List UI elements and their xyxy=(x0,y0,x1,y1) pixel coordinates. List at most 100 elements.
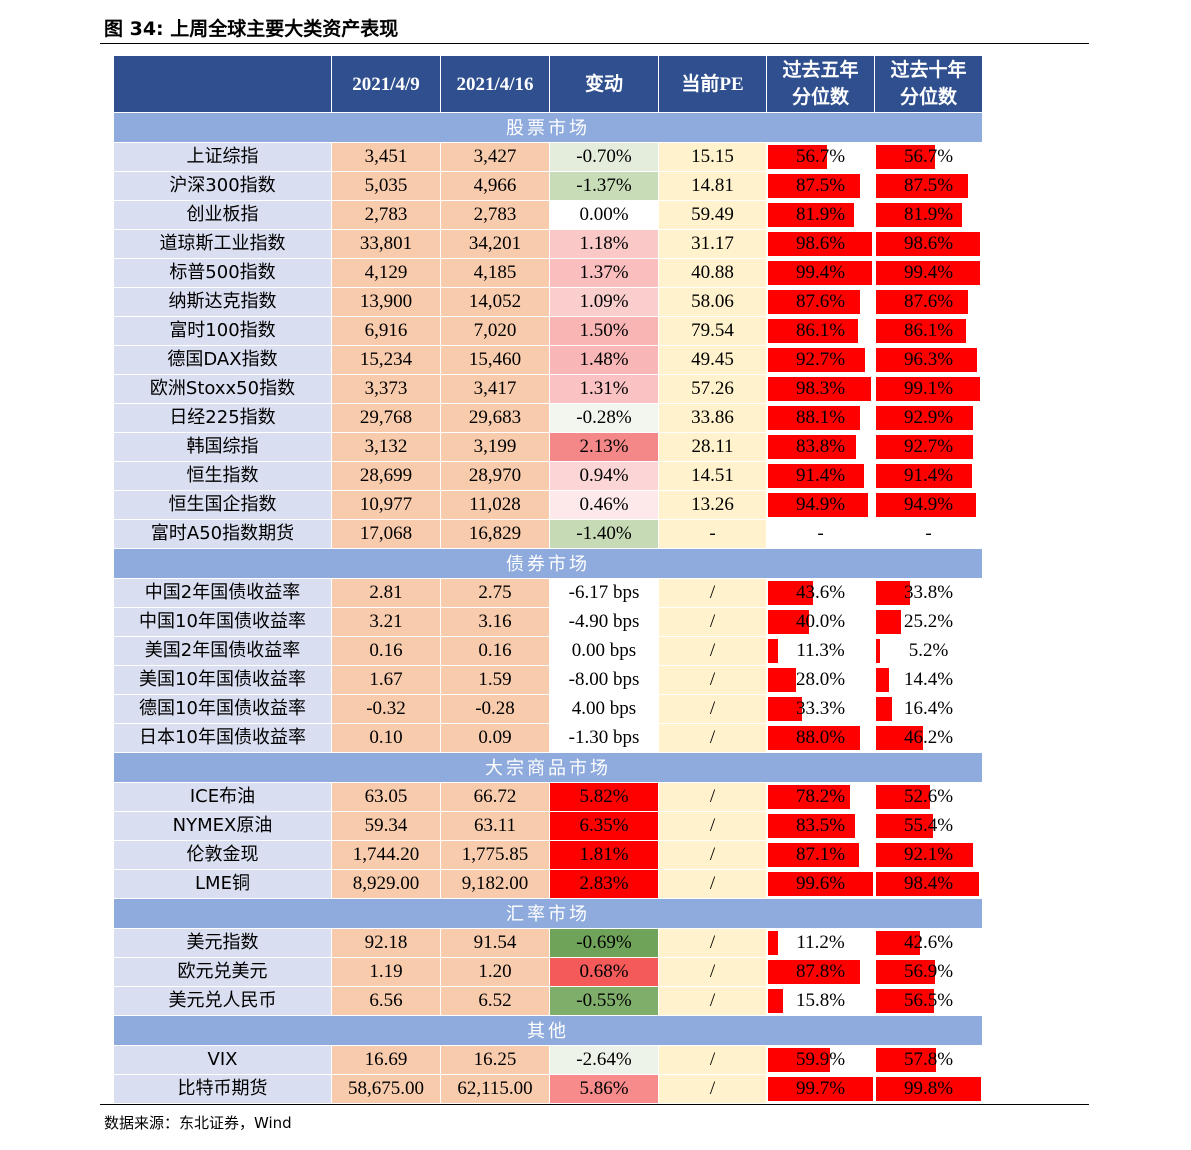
ten-year-percentile: 56.9% xyxy=(874,957,983,987)
value-0416-cell: 28,970 xyxy=(440,461,550,491)
ten-year-percentile-bar xyxy=(876,290,968,314)
five-year-percentile-bar xyxy=(768,290,860,314)
header-row: 2021/4/9 2021/4/16 变动 当前PE 过去五年 分位数 过去十年 分位数 xyxy=(113,55,983,113)
ten-year-percentile: 25.2% xyxy=(874,607,983,637)
five-year-percentile-bar xyxy=(768,435,856,459)
five-year-percentile-bar xyxy=(768,639,779,663)
value-0416-cell: 91.54 xyxy=(440,928,550,958)
five-year-percentile: 33.3% xyxy=(766,694,875,724)
five-year-percentile-label: 83.5% xyxy=(795,815,846,836)
five-year-percentile-bar xyxy=(768,203,854,227)
five-year-percentile-label: 40.0% xyxy=(795,611,846,632)
ten-year-percentile-bar xyxy=(876,203,962,227)
pe-cell: 79.54 xyxy=(658,316,767,346)
value-0416-cell: 6.52 xyxy=(440,986,550,1016)
value-0409-cell: 63.05 xyxy=(331,782,441,812)
section-header-row: 大宗商品市场 xyxy=(113,752,983,783)
value-0416-cell: 4,966 xyxy=(440,171,550,201)
ten-year-percentile-bar xyxy=(876,960,935,984)
five-year-percentile: 78.2% xyxy=(766,782,875,812)
five-year-percentile: 56.7% xyxy=(766,142,875,172)
bottom-rule xyxy=(100,1104,1089,1105)
ten-year-percentile: 56.5% xyxy=(874,986,983,1016)
ten-year-percentile: 42.6% xyxy=(874,928,983,958)
five-year-percentile-bar xyxy=(768,377,872,401)
asset-name-cell: 富时A50指数期货 xyxy=(113,519,332,549)
value-0416-cell: 3,427 xyxy=(440,142,550,172)
five-year-percentile-label: 88.0% xyxy=(795,727,846,748)
ten-year-percentile-label: 86.1% xyxy=(903,320,954,341)
five-year-percentile-label: 81.9% xyxy=(795,204,846,225)
five-year-percentile-bar xyxy=(768,348,866,372)
value-0409-cell: 92.18 xyxy=(331,928,441,958)
five-year-percentile-label: 56.7% xyxy=(795,146,846,167)
value-0416-cell: 3,417 xyxy=(440,374,550,404)
change-cell: 0.68% xyxy=(549,957,659,987)
five-year-percentile: 88.1% xyxy=(766,403,875,433)
change-cell: -0.55% xyxy=(549,986,659,1016)
asset-name-cell: 美国10年国债收益率 xyxy=(113,665,332,695)
asset-name-cell: 沪深300指数 xyxy=(113,171,332,201)
five-year-percentile: 99.4% xyxy=(766,258,875,288)
table-row: 德国10年国债收益率 -0.32 -0.28 4.00 bps/ 33.3% 16.4% xyxy=(113,694,983,724)
ten-year-percentile: 94.9% xyxy=(874,490,983,520)
five-year-percentile-bar xyxy=(768,319,859,343)
five-year-percentile: 15.8% xyxy=(766,986,875,1016)
change-cell: 0.94% xyxy=(549,461,659,491)
change-cell: 0.00 bps xyxy=(549,636,659,666)
pe-cell: 49.45 xyxy=(658,345,767,375)
ten-year-percentile-label: 92.1% xyxy=(903,844,954,865)
ten-year-percentile-bar xyxy=(876,174,968,198)
asset-name-cell: VIX xyxy=(113,1045,332,1075)
value-0416-cell: 34,201 xyxy=(440,229,550,259)
change-cell: 2.13% xyxy=(549,432,659,462)
ten-year-percentile: 87.6% xyxy=(874,287,983,317)
five-year-percentile: 40.0% xyxy=(766,607,875,637)
value-0416-cell: 2,783 xyxy=(440,200,550,230)
five-year-percentile: 28.0% xyxy=(766,665,875,695)
ten-year-percentile: 14.4% xyxy=(874,665,983,695)
ten-year-percentile: 96.3% xyxy=(874,345,983,375)
five-year-percentile-bar xyxy=(768,174,860,198)
table-row: 恒生指数 28,699 28,970 0.94% 14.51 91.4% 91.4% xyxy=(113,461,983,491)
table-row: 富时A50指数期货 17,068 16,829 -1.40% - - - xyxy=(113,519,983,549)
figure-title: 图 34: 上周全球主要大类资产表现 xyxy=(104,18,399,40)
table-body: 股票市场 上证综指 3,451 3,427 -0.70% 15.15 56.7% 56.7% 沪… xyxy=(113,112,983,1104)
change-cell: 5.82% xyxy=(549,782,659,812)
value-0416-cell: 15,460 xyxy=(440,345,550,375)
pe-cell: / xyxy=(658,928,767,958)
five-year-percentile-label: 59.9% xyxy=(795,1049,846,1070)
ten-year-percentile-label: 33.8% xyxy=(903,582,954,603)
five-year-percentile-bar xyxy=(768,493,868,517)
value-0416-cell: 1.59 xyxy=(440,665,550,695)
value-0409-cell: 1.67 xyxy=(331,665,441,695)
pe-cell: 28.11 xyxy=(658,432,767,462)
five-year-percentile-label: - xyxy=(817,523,824,544)
asset-name-cell: NYMEX原油 xyxy=(113,811,332,841)
ten-year-percentile: 55.4% xyxy=(874,811,983,841)
table-row: ICE布油 63.05 66.72 5.82%/ 78.2% 52.6% xyxy=(113,782,983,812)
change-cell: 0.00% xyxy=(549,200,659,230)
change-cell: -1.37% xyxy=(549,171,659,201)
ten-year-percentile-label: 99.4% xyxy=(903,262,954,283)
change-cell: 4.00 bps xyxy=(549,694,659,724)
asset-name-cell: 德国10年国债收益率 xyxy=(113,694,332,724)
asset-name-cell: 美元指数 xyxy=(113,928,332,958)
section-header-row: 债券市场 xyxy=(113,548,983,579)
section-header-row: 股票市场 xyxy=(113,112,983,143)
five-year-percentile-bar xyxy=(768,406,861,430)
value-0409-cell: 16.69 xyxy=(331,1045,441,1075)
five-year-percentile: 94.9% xyxy=(766,490,875,520)
five-year-percentile-bar xyxy=(768,785,850,809)
pe-cell: / xyxy=(658,957,767,987)
ten-year-percentile-bar xyxy=(876,610,901,634)
value-0416-cell: 29,683 xyxy=(440,403,550,433)
column-header-1: 2021/4/9 xyxy=(331,55,441,113)
change-cell: -1.40% xyxy=(549,519,659,549)
ten-year-percentile-label: 56.9% xyxy=(903,961,954,982)
value-0416-cell: 0.09 xyxy=(440,723,550,753)
ten-year-percentile-bar xyxy=(876,814,934,838)
ten-year-percentile-bar xyxy=(876,639,880,663)
pe-cell: 13.26 xyxy=(658,490,767,520)
ten-year-percentile-label: 92.7% xyxy=(903,436,954,457)
